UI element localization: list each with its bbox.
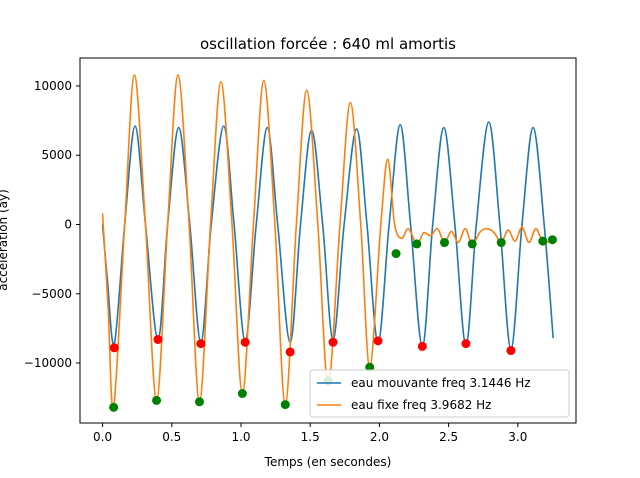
marker-point-maxima-7 [417,341,427,351]
legend-box [309,369,570,418]
marker-point-minima-8 [412,239,422,249]
marker-point-minima-12 [538,236,548,246]
marker-point-minima-6 [365,362,375,372]
marker-point-minima-7 [391,249,401,259]
marker-point-minima-13 [547,235,557,245]
legend: eau mouvante freq 3.1446 Hz eau fixe fre… [309,369,570,418]
x-tick-label: 0.5 [162,430,181,444]
y-tick-label: 10000 [34,79,72,93]
marker-point-maxima-9 [506,346,516,356]
marker-point-maxima-0 [109,343,119,353]
marker-layer [109,235,557,412]
marker-point-minima-1 [152,395,162,405]
x-tick-label: 0.0 [93,430,112,444]
marker-point-minima-4 [280,400,290,410]
y-tick-label: −10000 [24,356,72,370]
marker-point-maxima-3 [240,337,250,347]
chart-title: oscillation forcée : 640 ml amortis [200,35,456,53]
legend-label-eau-fixe: eau fixe freq 3.9682 Hz [351,398,491,412]
legend-label-eau-mouvante: eau mouvante freq 3.1446 Hz [351,376,531,390]
marker-point-minima-2 [194,397,204,407]
y-tick-label: 5000 [41,148,72,162]
marker-point-maxima-1 [153,334,163,344]
marker-point-maxima-6 [373,336,383,346]
plot-area [79,57,577,424]
marker-point-maxima-2 [196,339,206,349]
marker-point-minima-10 [467,239,477,249]
x-tick-label: 1.5 [301,430,320,444]
plot-frame [79,57,577,424]
marker-point-maxima-5 [328,337,338,347]
marker-point-minima-0 [109,402,119,412]
x-tick-label: 2.0 [370,430,389,444]
y-tick-label: 0 [64,218,72,232]
marker-point-minima-3 [237,389,247,398]
x-axis-title: Temps (en secondes) [264,455,392,469]
marker-point-maxima-4 [285,347,295,357]
x-tick-label: 1.0 [231,430,250,444]
marker-point-minima-9 [439,238,449,248]
x-axis: 0.0 0.5 1.0 1.5 2.0 2.5 3.0 [93,423,527,444]
x-tick-label: 3.0 [508,430,527,444]
series-line-0 [101,121,554,350]
x-tick-label: 2.5 [439,430,458,444]
y-tick-label: −5000 [31,287,72,301]
y-axis: −10000 −5000 0 5000 10000 [24,79,80,370]
marker-point-maxima-8 [461,339,471,349]
marker-point-minima-11 [496,238,506,248]
y-axis-title: accélération (ay) [0,189,10,291]
